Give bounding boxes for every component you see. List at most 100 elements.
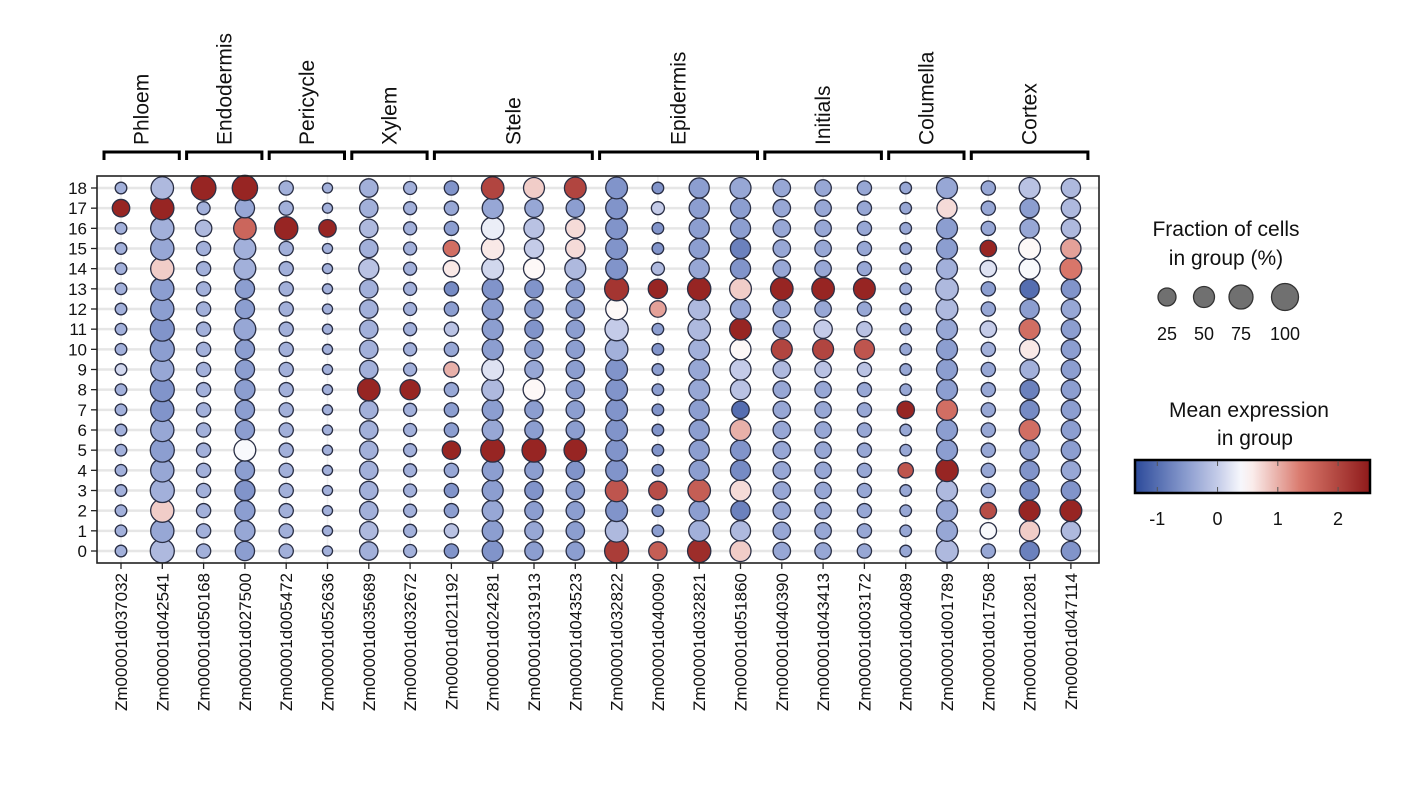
dot-Zm00001d052636-cluster-4 — [321, 464, 334, 477]
dot-Zm00001d031913-cluster-9 — [524, 359, 544, 380]
dot-Zm00001d051860-cluster-17 — [729, 197, 752, 219]
dot-Zm00001d031913-cluster-15 — [523, 238, 545, 259]
x-tick-label: Zm00001d042541 — [153, 573, 172, 711]
dot-Zm00001d024281-cluster-14 — [481, 257, 505, 281]
dot-Zm00001d050168-cluster-15 — [195, 240, 212, 257]
dot-Zm00001d001789-cluster-18 — [935, 176, 959, 200]
dot-Zm00001d021192-cluster-11 — [443, 321, 460, 337]
dot-Zm00001d032821-cluster-16 — [688, 217, 710, 240]
dot-Zm00001d005472-cluster-8 — [278, 381, 294, 398]
dot-Zm00001d031913-cluster-16 — [523, 217, 545, 240]
y-tick-label: 16 — [68, 219, 87, 238]
dot-Zm00001d043523-cluster-6 — [565, 420, 586, 440]
dot-Zm00001d017508-cluster-15 — [979, 239, 998, 258]
dot-Zm00001d032672-cluster-4 — [402, 463, 418, 478]
y-tick-label: 18 — [68, 179, 87, 198]
dot-Zm00001d051860-cluster-13 — [728, 277, 753, 301]
size-legend-label: 75 — [1231, 324, 1251, 344]
size-legend: Fraction of cells in group (%) 25 50 75 100 — [1152, 218, 1300, 344]
dot-Zm00001d032821-cluster-1 — [688, 519, 711, 542]
dot-Zm00001d005472-cluster-17 — [278, 200, 294, 216]
dot-Zm00001d050168-cluster-11 — [195, 321, 212, 337]
dots — [111, 174, 1083, 564]
dot-Zm00001d005472-cluster-14 — [278, 260, 294, 277]
x-tick-label: Zm00001d032822 — [608, 573, 627, 711]
dot-Zm00001d047114-cluster-10 — [1060, 339, 1082, 360]
dot-Zm00001d040390-cluster-1 — [772, 521, 792, 541]
dot-Zm00001d031913-cluster-17 — [524, 198, 544, 219]
dot-Zm00001d032822-cluster-11 — [604, 316, 629, 342]
dot-Zm00001d021192-cluster-1 — [443, 523, 460, 539]
colorbar-tick-label: -1 — [1149, 509, 1165, 529]
dot-Zm00001d032821-cluster-18 — [688, 177, 710, 199]
dot-Zm00001d043523-cluster-9 — [565, 359, 586, 380]
color-legend-title-line1: Mean expression — [1169, 399, 1329, 422]
dot-Zm00001d021192-cluster-7 — [443, 402, 460, 418]
dot-Zm00001d012081-cluster-7 — [1019, 399, 1040, 421]
y-tick-label: 2 — [78, 502, 87, 521]
dot-Zm00001d003172-cluster-3 — [856, 482, 873, 499]
group-bracket — [267, 150, 346, 160]
x-tick-label: Zm00001d012081 — [1021, 573, 1040, 711]
dot-Zm00001d024281-cluster-6 — [481, 418, 504, 442]
dot-Zm00001d050168-cluster-7 — [195, 402, 212, 418]
dot-Zm00001d040090-cluster-7 — [651, 403, 665, 417]
dot-Zm00001d037032-cluster-9 — [114, 363, 128, 376]
dot-Zm00001d047114-cluster-7 — [1060, 399, 1082, 421]
dot-Zm00001d040090-cluster-14 — [650, 261, 666, 276]
dot-Zm00001d017508-cluster-6 — [980, 422, 997, 438]
dot-Zm00001d035689-cluster-9 — [358, 359, 379, 380]
dot-Zm00001d017508-cluster-9 — [980, 361, 997, 378]
dot-Zm00001d005472-cluster-0 — [278, 543, 294, 559]
dot-Zm00001d017508-cluster-7 — [980, 402, 997, 418]
dot-Zm00001d001789-cluster-6 — [935, 418, 959, 442]
dot-Zm00001d012081-cluster-17 — [1019, 197, 1040, 219]
dot-Zm00001d037032-cluster-17 — [111, 198, 131, 218]
dot-Zm00001d040090-cluster-4 — [651, 463, 665, 477]
dot-Zm00001d031913-cluster-11 — [524, 319, 544, 340]
dot-Zm00001d050168-cluster-4 — [195, 462, 212, 479]
dot-Zm00001d050168-cluster-9 — [195, 361, 212, 378]
dot-Zm00001d031913-cluster-18 — [522, 176, 546, 200]
dot-Zm00001d001789-cluster-17 — [936, 197, 958, 219]
dot-Zm00001d024281-cluster-18 — [480, 176, 505, 200]
dot-Zm00001d005472-cluster-18 — [278, 180, 294, 196]
dot-Zm00001d003172-cluster-11 — [856, 320, 873, 338]
dot-Zm00001d040390-cluster-14 — [772, 259, 792, 279]
dot-Zm00001d004089-cluster-15 — [899, 242, 913, 255]
dot-Zm00001d043413-cluster-8 — [814, 380, 832, 399]
y-tick-label: 14 — [68, 260, 87, 279]
dot-Zm00001d040090-cluster-3 — [648, 480, 668, 501]
dot-Zm00001d052636-cluster-3 — [321, 484, 334, 497]
dot-Zm00001d021192-cluster-2 — [443, 502, 460, 519]
group-bracket — [102, 150, 181, 160]
dot-Zm00001d037032-cluster-3 — [114, 484, 128, 497]
dot-Zm00001d031913-cluster-14 — [522, 257, 546, 280]
dot-Zm00001d012081-cluster-6 — [1018, 418, 1041, 442]
dot-Zm00001d047114-cluster-15 — [1060, 237, 1082, 260]
dot-Zm00001d032821-cluster-10 — [688, 338, 711, 361]
dot-Zm00001d037032-cluster-0 — [114, 544, 128, 558]
dot-Zm00001d043523-cluster-11 — [565, 319, 586, 340]
dot-Zm00001d004089-cluster-11 — [899, 322, 913, 336]
dot-Zm00001d001789-cluster-2 — [935, 499, 959, 522]
dot-Zm00001d043523-cluster-4 — [565, 460, 586, 481]
dot-Zm00001d043523-cluster-18 — [563, 176, 587, 200]
y-tick-label: 4 — [78, 461, 87, 480]
size-legend-label: 25 — [1157, 324, 1177, 344]
dot-Zm00001d032821-cluster-15 — [688, 237, 710, 260]
dot-Zm00001d050168-cluster-2 — [195, 502, 212, 519]
dot-Zm00001d032822-cluster-9 — [605, 357, 629, 382]
dot-Zm00001d043413-cluster-14 — [814, 259, 832, 278]
dot-Zm00001d017508-cluster-3 — [980, 482, 997, 499]
dot-Zm00001d004089-cluster-0 — [899, 544, 913, 558]
dot-Zm00001d042541-cluster-18 — [150, 176, 175, 200]
x-tick-label: Zm00001d043413 — [814, 573, 833, 711]
y-tick-label: 7 — [78, 401, 87, 420]
dot-Zm00001d004089-cluster-5 — [899, 443, 913, 457]
dot-Zm00001d040390-cluster-18 — [772, 178, 792, 198]
dot-Zm00001d043413-cluster-1 — [814, 521, 832, 540]
dot-Zm00001d024281-cluster-1 — [481, 519, 504, 542]
dot-Zm00001d031913-cluster-12 — [524, 299, 544, 319]
